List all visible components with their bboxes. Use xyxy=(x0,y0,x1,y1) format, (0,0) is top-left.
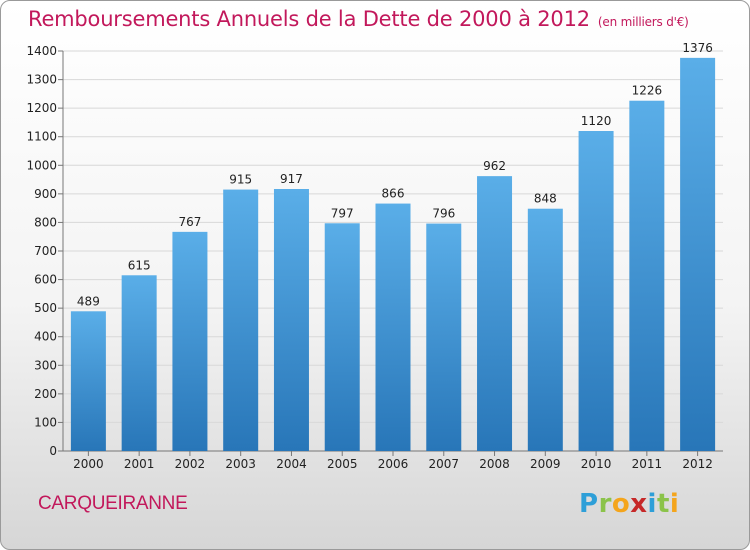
bar-2009 xyxy=(527,208,563,451)
data-label: 1120 xyxy=(581,114,612,128)
bars xyxy=(70,57,716,452)
x-tick-label: 2001 xyxy=(124,457,155,471)
y-tick-label: 200 xyxy=(34,387,57,401)
bar-2012 xyxy=(680,57,716,451)
x-tick-label: 2005 xyxy=(327,457,358,471)
x-tick-label: 2003 xyxy=(225,457,256,471)
chart-title: Remboursements Annuels de la Dette de 20… xyxy=(28,7,689,31)
x-tick-label: 2004 xyxy=(276,457,307,471)
y-tick-label: 800 xyxy=(34,215,57,229)
data-label: 866 xyxy=(382,187,405,201)
chart-title-text: Remboursements Annuels de la Dette de 20… xyxy=(28,7,590,31)
data-label: 962 xyxy=(483,159,506,173)
x-tick-label: 2002 xyxy=(175,457,206,471)
data-label: 489 xyxy=(77,294,100,308)
logo-letter: P xyxy=(579,489,599,519)
bar-2010 xyxy=(578,131,614,451)
data-label: 917 xyxy=(280,172,303,186)
data-label: 1226 xyxy=(632,84,663,98)
x-tick-label: 2009 xyxy=(530,457,561,471)
bar-2006 xyxy=(375,203,411,451)
logo-letter: i xyxy=(669,489,680,519)
y-tick-label: 500 xyxy=(34,301,57,315)
y-tick-label: 1100 xyxy=(26,130,57,144)
logo-letter: i xyxy=(647,489,657,519)
y-tick-label: 1200 xyxy=(26,101,57,115)
commune-name: CARQUEIRANNE xyxy=(38,493,188,514)
logo-letter: x xyxy=(630,489,648,519)
logo-letter: o xyxy=(611,489,631,519)
bar-2000 xyxy=(70,311,106,451)
y-tick-label: 700 xyxy=(34,244,57,258)
y-tick-label: 900 xyxy=(34,187,57,201)
data-label: 796 xyxy=(432,207,455,221)
bar-2008 xyxy=(477,176,513,451)
data-label: 915 xyxy=(229,173,252,187)
logo-letter: r xyxy=(598,489,612,519)
bar-2005 xyxy=(324,223,360,451)
y-tick-label: 300 xyxy=(34,358,57,372)
y-tick-label: 100 xyxy=(34,415,57,429)
data-label: 767 xyxy=(178,215,201,229)
x-tick-label: 2006 xyxy=(378,457,409,471)
y-tick-label: 1400 xyxy=(26,44,57,58)
bar-2007 xyxy=(426,223,462,451)
x-tick-label: 2012 xyxy=(682,457,713,471)
chart-subtitle: (en milliers d'€) xyxy=(597,15,689,29)
y-tick-label: 1300 xyxy=(26,73,57,87)
bar-2001 xyxy=(121,275,157,451)
y-tick-label: 600 xyxy=(34,273,57,287)
data-label: 1376 xyxy=(682,41,713,55)
bar-2002 xyxy=(172,231,208,451)
x-tick-label: 2000 xyxy=(73,457,104,471)
value-labels: 489 615 767 915 917 797 866 796 962 848 1120 1226 13… xyxy=(77,41,713,308)
logo-letter: t xyxy=(656,489,670,519)
bar-2011 xyxy=(629,100,665,451)
y-tick-label: 400 xyxy=(34,330,57,344)
y-tick-label: 1000 xyxy=(26,158,57,172)
data-label: 848 xyxy=(534,192,557,206)
data-label: 615 xyxy=(128,258,151,272)
x-tick-label: 2011 xyxy=(632,457,663,471)
x-tick-label: 2007 xyxy=(428,457,459,471)
x-tick-label: 2008 xyxy=(479,457,510,471)
bar-2004 xyxy=(273,189,309,451)
data-label: 797 xyxy=(331,206,354,220)
bar-2003 xyxy=(223,189,259,452)
y-tick-label: 0 xyxy=(49,444,57,458)
x-tick-label: 2010 xyxy=(581,457,612,471)
proxiti-logo: Proxiti xyxy=(579,489,679,519)
